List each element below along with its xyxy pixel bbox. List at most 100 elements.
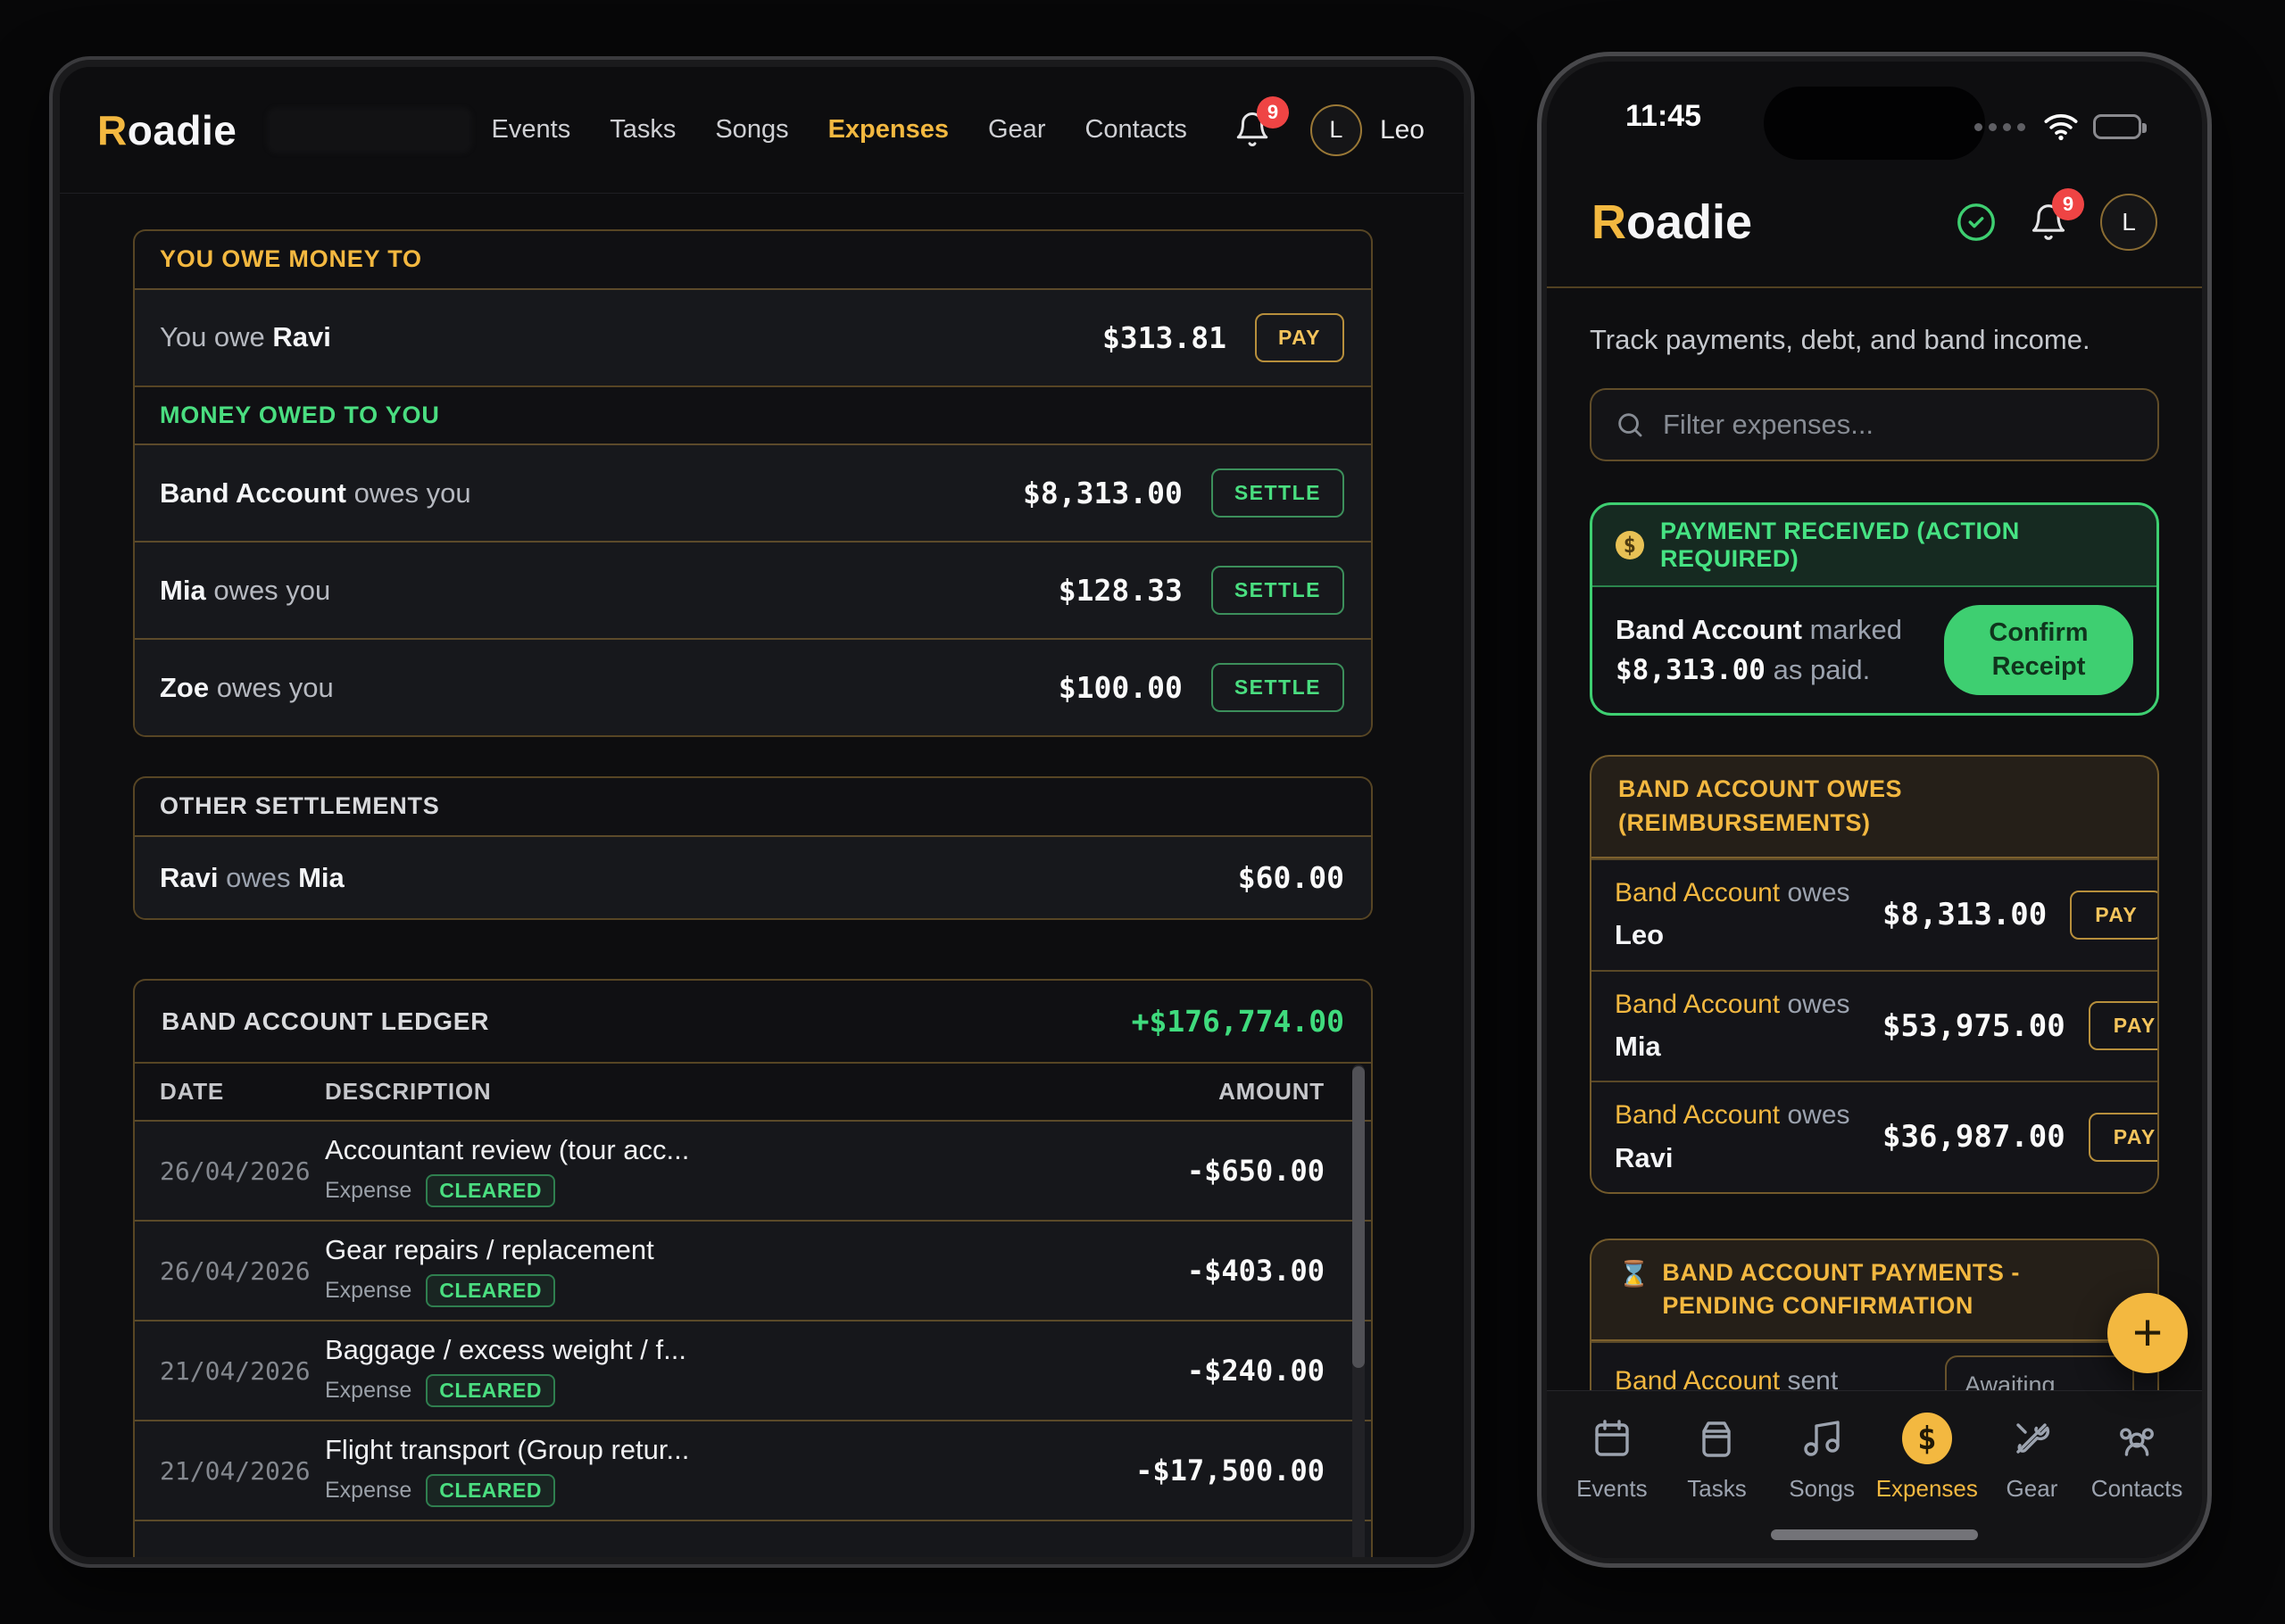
owed-row-label: Mia owes you — [160, 575, 330, 607]
owed-row: Zoe owes you $100.00 SETTLE — [135, 638, 1371, 736]
suffix: as paid. — [1773, 653, 1871, 685]
nav-expenses[interactable]: Expenses — [827, 115, 949, 144]
verb: owes — [1787, 989, 1850, 1019]
settlement-label: Ravi owes Mia — [160, 862, 345, 894]
ledger-type: Expense — [325, 1478, 412, 1504]
payer-name: Band Account — [1615, 1100, 1781, 1131]
ledger-desc: Gear repairs / replacement Expense CLEARE… — [325, 1234, 1093, 1308]
tab-label: Tasks — [1687, 1475, 1747, 1502]
nav-tasks[interactable]: Tasks — [610, 115, 677, 144]
tablet-app-header: Roadie Events Tasks Songs Expenses Gear … — [60, 67, 1464, 194]
bell-icon — [1234, 111, 1273, 148]
ledger-date: 26/04/2026 — [160, 1255, 311, 1286]
status-badge: CLEARED — [426, 1174, 555, 1208]
payment-received-body: Band Account marked $8,313.00 as paid. C… — [1592, 587, 2156, 713]
tablet-main: YOU OWE MONEY TO You owe Ravi $313.81 PA… — [60, 194, 1464, 1557]
avatar[interactable]: L — [1309, 104, 1362, 156]
money-bag-icon: $ — [1616, 531, 1644, 559]
pay-button[interactable]: PAY — [1255, 312, 1344, 362]
tab-contacts[interactable]: Contacts — [2090, 1413, 2184, 1503]
owes-row: Band Account owes Ravi $36,987.00 PAY — [1591, 1081, 2157, 1192]
ledger-row-partial — [135, 1520, 1371, 1557]
owed-amount: $100.00 — [1058, 670, 1183, 706]
nav-contacts[interactable]: Contacts — [1084, 115, 1187, 144]
band-owes-header: BAND ACCOUNT OWES (REIMBURSEMENTS) — [1591, 757, 2157, 858]
notifications-button[interactable]: 9 — [2029, 188, 2084, 242]
owed-row-label: Band Account owes you — [160, 477, 471, 510]
app-logo: Roadie — [1591, 195, 1752, 250]
top-nav: Events Tasks Songs Expenses Gear Contact… — [492, 115, 1187, 145]
ledger-title: BAND ACCOUNT LEDGER — [162, 1007, 490, 1035]
ledger-amount: -$240.00 — [1186, 1354, 1325, 1388]
settlement-amount: $60.00 — [1237, 860, 1344, 896]
owes-who: Band Account owes Leo — [1615, 873, 1882, 957]
tab-label: Expenses — [1875, 1475, 1978, 1502]
filter-field[interactable] — [1590, 388, 2159, 461]
payee-name: Mia — [1615, 1031, 1661, 1063]
owes-amount: $53,975.00 — [1882, 1007, 2065, 1044]
nav-events[interactable]: Events — [491, 115, 571, 144]
payment-received-header: $ PAYMENT RECEIVED (ACTION REQUIRED) — [1592, 505, 2156, 587]
home-indicator[interactable] — [1771, 1529, 1978, 1540]
app-logo: Roadie — [97, 106, 237, 154]
verb: owes — [1787, 1100, 1850, 1131]
check-circle-icon[interactable] — [1956, 202, 1997, 243]
tab-songs[interactable]: Songs — [1774, 1413, 1869, 1503]
add-expense-fab[interactable]: + — [2107, 1293, 2188, 1373]
settle-button[interactable]: SETTLE — [1210, 468, 1344, 518]
ledger-desc-title: Gear repairs / replacement — [325, 1234, 654, 1266]
nav-songs[interactable]: Songs — [715, 115, 789, 144]
logo-accent-letter: R — [1591, 195, 1626, 249]
status-badge: CLEARED — [426, 1274, 555, 1308]
owed-suffix: owes you — [216, 671, 334, 703]
ledger-scrollbar-track — [1352, 1065, 1365, 1557]
ledger-amount: -$17,500.00 — [1135, 1454, 1325, 1488]
confirm-receipt-button[interactable]: Confirm Receipt — [1944, 605, 2133, 696]
debts-card: YOU OWE MONEY TO You owe Ravi $313.81 PA… — [133, 229, 1373, 738]
pay-button[interactable]: PAY — [2070, 890, 2157, 940]
settlement-from: Ravi — [160, 861, 219, 893]
band-owes-card: BAND ACCOUNT OWES (REIMBURSEMENTS) Band … — [1590, 755, 2159, 1194]
col-description: DESCRIPTION — [325, 1078, 492, 1106]
phone-screen: 11:45 Roadie 9 — [1547, 62, 2202, 1558]
owed-row-label: Zoe owes you — [160, 672, 334, 704]
ledger-header: BAND ACCOUNT LEDGER +$176,774.00 — [135, 981, 1371, 1062]
owed-amount: $128.33 — [1058, 573, 1183, 609]
header-icons: 9 L — [1956, 188, 2157, 251]
notifications-button[interactable]: 9 — [1234, 95, 1289, 150]
owed-name: Mia — [160, 574, 206, 606]
avatar[interactable]: L — [2100, 194, 2157, 251]
dollar-icon: $ — [1901, 1413, 1952, 1464]
pay-button[interactable]: PAY — [2088, 1112, 2157, 1162]
payee-name: Leo — [1615, 919, 1665, 951]
tab-label: Events — [1576, 1475, 1648, 1502]
owed-name: Zoe — [160, 671, 210, 703]
ledger-meta: Expense CLEARED — [325, 1474, 1093, 1508]
pay-button[interactable]: PAY — [2088, 1001, 2157, 1051]
payment-received-title: PAYMENT RECEIVED (ACTION REQUIRED) — [1660, 518, 2020, 572]
filter-input[interactable] — [1663, 409, 2134, 441]
tab-tasks[interactable]: Tasks — [1669, 1413, 1764, 1503]
bell-icon — [2029, 203, 2068, 242]
user-name: Leo — [1379, 114, 1425, 145]
tab-expenses[interactable]: $ Expenses — [1876, 1413, 1978, 1503]
tab-events[interactable]: Events — [1565, 1413, 1659, 1503]
nav-gear[interactable]: Gear — [988, 115, 1046, 144]
ledger-scrollbar-thumb[interactable] — [1352, 1066, 1365, 1369]
payer-name: Band Account — [1615, 989, 1781, 1019]
dollar-glyph: $ — [1916, 1420, 1937, 1457]
tab-gear[interactable]: Gear — [1984, 1413, 2079, 1503]
you-owe-header: YOU OWE MONEY TO — [160, 245, 422, 272]
settle-button[interactable]: SETTLE — [1210, 566, 1344, 616]
battery-icon — [2093, 114, 2147, 139]
ledger-row: 21/04/2026 Baggage / excess weight / f..… — [135, 1320, 1371, 1421]
payer-name: Band Account — [1615, 877, 1781, 907]
logo-accent-letter: R — [97, 106, 128, 153]
owes-row: Band Account owes Mia $53,975.00 PAY — [1591, 969, 2157, 1081]
settlement-verb: owes — [226, 861, 291, 893]
search-icon — [1615, 410, 1645, 440]
settle-button[interactable]: SETTLE — [1210, 663, 1344, 713]
ledger-date: 21/04/2026 — [160, 1455, 311, 1486]
payment-amount: $8,313.00 — [1616, 653, 1766, 686]
band-owes-title: BAND ACCOUNT OWES (REIMBURSEMENTS) — [1618, 775, 1902, 837]
